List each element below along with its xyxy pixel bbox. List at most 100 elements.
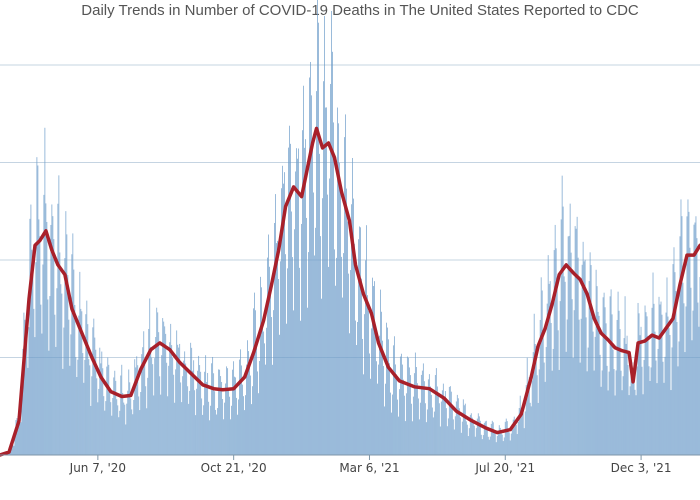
daily-bar	[577, 257, 579, 455]
daily-bar	[433, 411, 435, 455]
daily-bar	[603, 292, 605, 455]
daily-bar	[470, 413, 472, 455]
daily-bar	[545, 347, 547, 455]
daily-bar	[429, 386, 431, 455]
daily-bar	[375, 327, 376, 455]
daily-bar	[272, 364, 273, 455]
daily-bar	[220, 376, 222, 455]
daily-bar	[162, 318, 164, 455]
daily-bar	[614, 395, 616, 455]
daily-bar	[688, 211, 690, 455]
daily-bar	[196, 388, 198, 455]
daily-bar	[243, 396, 245, 455]
daily-bar	[352, 157, 353, 455]
daily-bar	[296, 148, 297, 456]
daily-bar	[117, 405, 119, 455]
daily-bar	[332, 51, 333, 455]
daily-bar	[37, 165, 39, 455]
daily-bar	[30, 204, 32, 455]
daily-bar	[267, 257, 268, 455]
daily-bar	[191, 347, 193, 455]
daily-bar	[144, 363, 146, 455]
daily-bar	[92, 327, 94, 455]
daily-bar	[672, 264, 674, 455]
daily-bar	[179, 343, 181, 455]
daily-bar	[205, 355, 207, 455]
daily-bar	[408, 367, 410, 455]
daily-bar	[652, 272, 654, 455]
daily-bar	[360, 227, 361, 455]
daily-bar	[560, 219, 562, 455]
daily-bar	[509, 440, 511, 455]
daily-bar	[613, 369, 615, 455]
daily-bar	[107, 357, 109, 455]
daily-bar	[385, 383, 386, 455]
daily-bar	[356, 345, 357, 455]
daily-bar	[516, 434, 518, 455]
daily-bar	[505, 418, 507, 455]
daily-bar	[464, 403, 466, 455]
daily-bar	[625, 343, 627, 455]
daily-bar	[74, 304, 76, 455]
daily-bar	[180, 382, 182, 455]
daily-bar	[404, 421, 406, 455]
daily-bar	[673, 247, 675, 455]
daily-bar	[232, 369, 234, 455]
daily-bar	[337, 107, 338, 455]
daily-bar	[98, 388, 100, 455]
daily-bar	[514, 420, 516, 455]
daily-bar	[115, 380, 117, 455]
daily-bar	[279, 334, 280, 455]
daily-bar	[122, 392, 124, 455]
moving-average-line	[0, 126, 700, 457]
daily-bar	[579, 362, 581, 455]
daily-bar	[412, 396, 414, 455]
daily-bar	[403, 395, 405, 455]
daily-bar	[288, 147, 289, 455]
daily-bar	[527, 384, 529, 455]
daily-bar	[244, 410, 245, 455]
daily-bar	[546, 303, 548, 455]
daily-bar	[378, 364, 379, 455]
daily-bar	[197, 370, 199, 455]
daily-bar	[541, 290, 543, 455]
daily-bar	[645, 312, 647, 455]
daily-bar	[143, 331, 145, 455]
daily-bar	[227, 368, 229, 455]
daily-bar	[250, 375, 251, 455]
daily-bar	[619, 329, 621, 455]
daily-bar	[153, 395, 155, 455]
daily-bar	[314, 255, 315, 455]
daily-bar	[540, 277, 542, 455]
daily-bar	[534, 344, 536, 455]
daily-bar	[587, 347, 589, 455]
daily-bar	[650, 367, 652, 455]
daily-bar	[70, 334, 72, 455]
daily-bar	[444, 391, 446, 455]
daily-bar	[385, 322, 387, 455]
daily-bar	[280, 261, 281, 455]
daily-bar	[544, 381, 546, 455]
daily-bar	[105, 401, 107, 455]
daily-bar	[224, 402, 226, 455]
daily-bar	[519, 395, 521, 455]
daily-bar	[61, 293, 63, 455]
x-tick-label: Jun 7, '20	[69, 461, 126, 475]
daily-bar	[176, 330, 178, 455]
daily-bar	[183, 360, 185, 455]
daily-bar	[285, 254, 286, 455]
daily-bar	[523, 428, 525, 455]
daily-bar	[260, 276, 261, 455]
daily-bar	[643, 360, 645, 455]
daily-bar	[513, 416, 515, 455]
daily-bar	[417, 398, 419, 455]
daily-bar	[692, 310, 694, 455]
daily-bar	[32, 258, 34, 455]
daily-bar	[439, 426, 441, 455]
daily-bar	[394, 364, 396, 455]
daily-bar	[517, 422, 519, 455]
daily-bar	[536, 375, 538, 455]
daily-bar	[116, 399, 118, 455]
daily-bar	[166, 362, 168, 455]
daily-bar	[502, 441, 504, 455]
